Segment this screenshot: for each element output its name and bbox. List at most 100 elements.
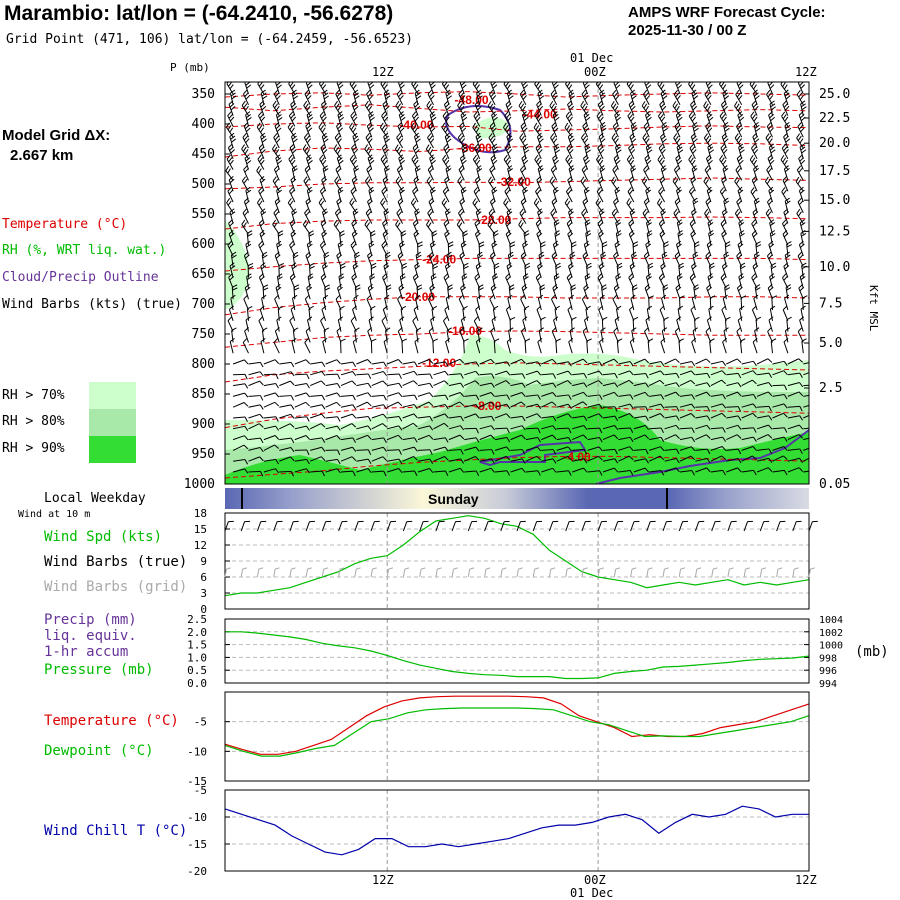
sfc-wind-barb-grid xyxy=(548,567,556,578)
upper-wind-barb xyxy=(780,154,789,170)
upper-wind-barb xyxy=(555,338,561,354)
upper-wind-barb xyxy=(707,143,714,159)
upper-wind-barb xyxy=(600,122,607,138)
upper-wind-barb xyxy=(387,425,403,431)
upper-wind-barb xyxy=(336,121,343,138)
upper-wind-barb xyxy=(417,416,433,422)
upper-wind-barb xyxy=(556,380,572,387)
upper-wind-barb xyxy=(306,154,313,170)
upper-wind-barb xyxy=(279,437,295,444)
upper-wind-barb xyxy=(765,176,773,192)
rh90-region xyxy=(225,405,809,484)
upper-wind-barb xyxy=(356,416,372,422)
upper-wind-barb xyxy=(738,273,745,289)
sfc-wind-barb-grid xyxy=(289,567,296,578)
upper-wind-barb xyxy=(709,338,715,354)
upper-wind-barb xyxy=(368,316,374,332)
upper-wind-barb xyxy=(541,382,557,388)
upper-wind-barb xyxy=(664,458,680,464)
upper-wind-barb xyxy=(503,198,511,214)
upper-wind-barb xyxy=(629,337,635,354)
upper-wind-barb xyxy=(417,359,434,365)
upper-wind-barb xyxy=(479,373,495,379)
cloud-outline-upper xyxy=(445,105,512,154)
upper-wind-barb xyxy=(599,294,605,311)
upper-wind-barb xyxy=(688,154,696,170)
upper-wind-barb xyxy=(464,437,480,443)
upper-wind-barb xyxy=(691,294,697,311)
upper-wind-barb xyxy=(475,305,481,321)
pressure-unit-label: (mb) xyxy=(855,644,889,660)
upper-wind-barb xyxy=(242,338,249,354)
upper-wind-barb xyxy=(768,316,774,332)
upper-wind-barb xyxy=(582,122,590,138)
upper-wind-barb xyxy=(303,133,312,149)
upper-wind-barb xyxy=(726,415,742,421)
upper-wind-barb xyxy=(352,208,359,224)
sfc-wind-barb-grid xyxy=(597,567,604,578)
isotherm-6 xyxy=(225,257,809,272)
upper-wind-barb xyxy=(770,262,777,278)
upper-wind-barb xyxy=(396,89,404,106)
upper-wind-barb xyxy=(229,262,236,278)
upper-wind-barb xyxy=(633,415,649,422)
upper-wind-barb xyxy=(248,404,264,410)
upper-wind-barb xyxy=(571,401,588,408)
sfc-wind-barb-grid xyxy=(808,567,815,578)
wind-ytick-label-4: 12 xyxy=(194,539,207,552)
upper-wind-barb xyxy=(675,111,683,127)
isotherm-label-4: -32.00 xyxy=(497,175,531,189)
upper-wind-barb xyxy=(596,187,604,203)
upper-wind-barb xyxy=(510,467,526,473)
upper-wind-barb xyxy=(772,427,788,433)
rh70-region-left xyxy=(225,220,250,310)
sfc-wind-barb-true xyxy=(581,520,591,532)
upper-wind-barb xyxy=(479,449,495,455)
upper-wind-barb xyxy=(643,197,650,214)
upper-wind-barb xyxy=(464,380,480,387)
upper-wind-barb xyxy=(586,338,592,354)
upper-wind-barb xyxy=(572,373,588,379)
upper-wind-barb xyxy=(336,197,343,213)
pressure-rtick-label-1: 996 xyxy=(819,666,837,677)
upper-wind-barb xyxy=(367,283,374,300)
upper-wind-barb xyxy=(507,165,513,181)
upper-wind-barb xyxy=(414,165,421,181)
upper-wind-barb xyxy=(756,457,773,463)
upper-wind-barb xyxy=(658,143,666,160)
upper-wind-barb xyxy=(446,327,452,343)
upper-wind-barb xyxy=(599,89,606,105)
windchill-ytick-label-3: -5 xyxy=(194,784,207,797)
upper-wind-barb xyxy=(385,327,391,343)
pressure-axis-label: P (mb) xyxy=(170,61,210,74)
upper-wind-barb xyxy=(803,469,809,473)
upper-wind-barb xyxy=(321,132,329,149)
top-date-label: 01 Dec xyxy=(570,51,614,65)
upper-wind-barb xyxy=(660,262,667,278)
upper-wind-barb xyxy=(229,338,235,354)
upper-wind-barb xyxy=(322,338,328,354)
sfc-wind-barb-grid xyxy=(305,567,312,578)
upper-wind-barb xyxy=(602,434,619,441)
upper-wind-barb xyxy=(414,89,422,105)
temperature-series-dewpoint xyxy=(224,707,810,757)
upper-wind-barb xyxy=(646,273,652,289)
upper-wind-barb xyxy=(664,424,680,430)
upper-wind-barb xyxy=(476,165,483,181)
upper-wind-barb xyxy=(338,273,345,289)
upper-wind-barb xyxy=(676,316,682,332)
upper-wind-barb xyxy=(658,219,666,235)
upper-wind-barb xyxy=(366,165,373,181)
upper-wind-barb xyxy=(460,283,466,300)
upper-wind-barb xyxy=(537,262,543,278)
upper-wind-barb xyxy=(340,380,357,387)
upper-wind-barb xyxy=(351,175,358,192)
upper-wind-barb xyxy=(323,251,330,267)
sfc-wind-barb-true xyxy=(597,520,607,532)
upper-wind-barb xyxy=(708,230,714,246)
upper-wind-barb xyxy=(258,273,265,289)
upper-wind-barb xyxy=(248,395,264,401)
kft-tick-label-8: 5.0 xyxy=(819,336,842,351)
upper-wind-barb xyxy=(433,380,449,387)
upper-wind-barb xyxy=(232,435,249,441)
